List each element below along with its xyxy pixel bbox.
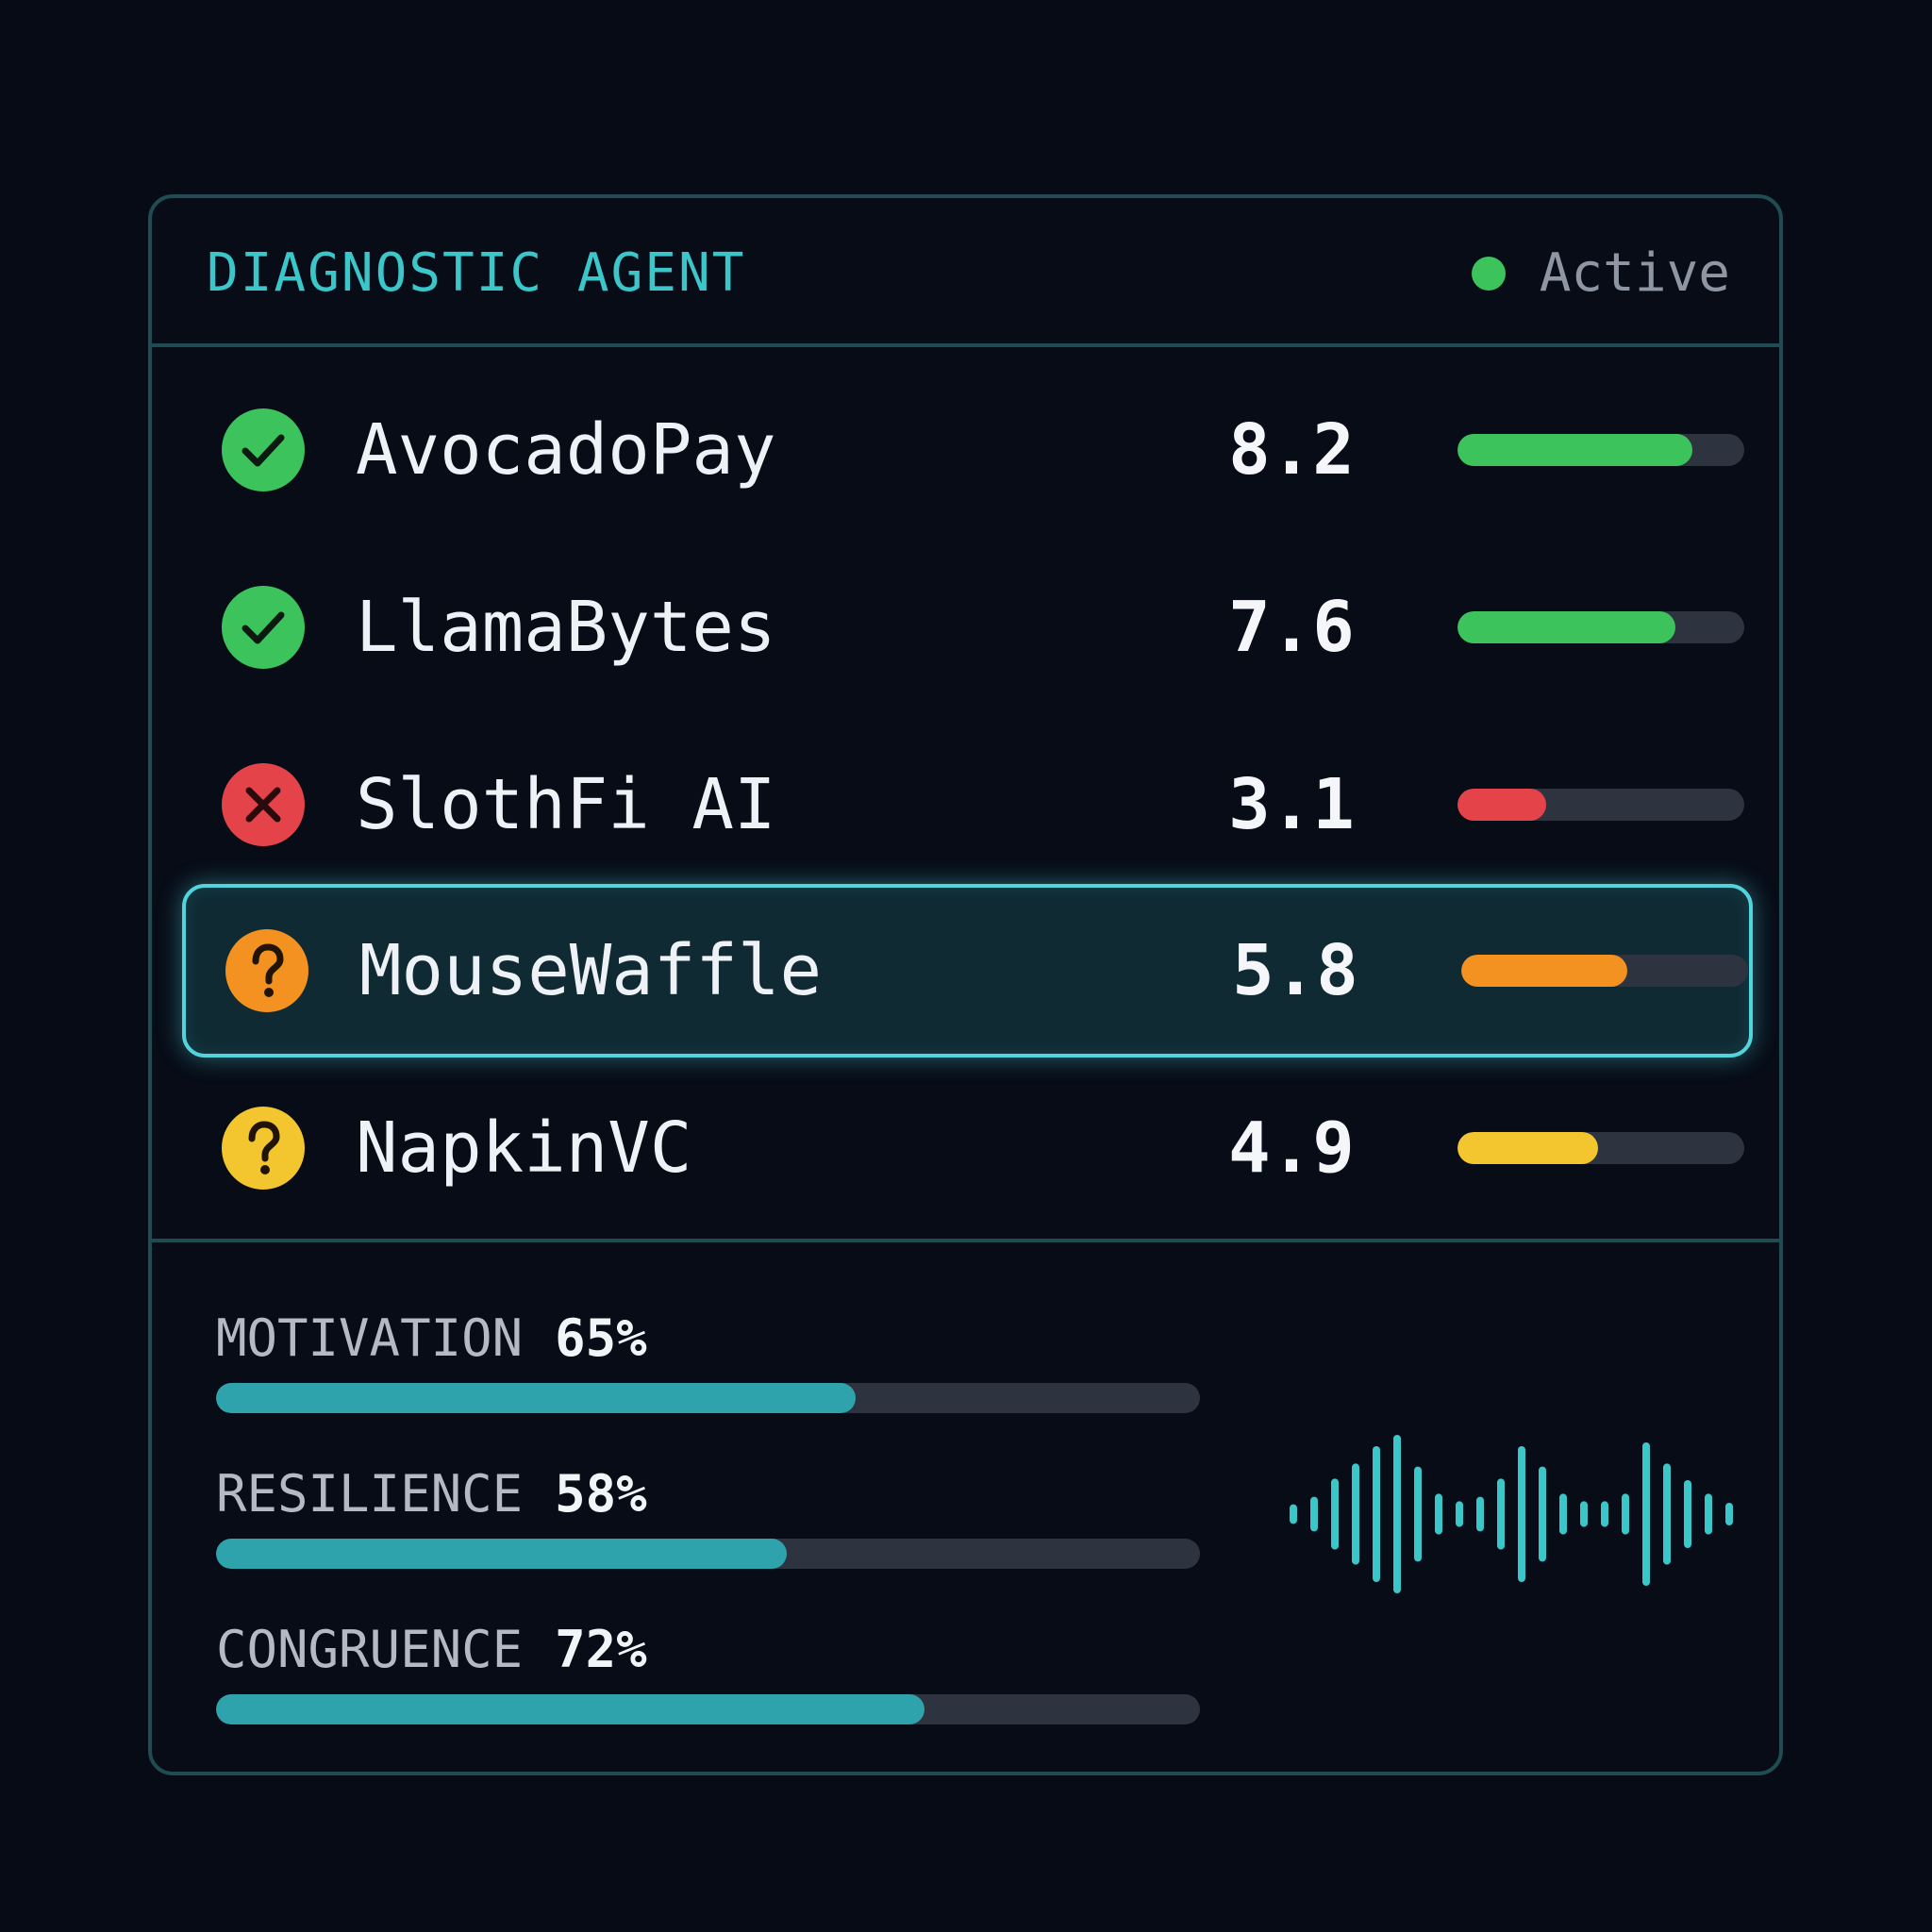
metric-bar-fill	[216, 1539, 787, 1569]
metric-name: MOTIVATION	[216, 1308, 524, 1368]
metric-value: 72%	[555, 1620, 647, 1679]
score-bar-fill	[1457, 611, 1676, 643]
score-bar-fill	[1457, 434, 1693, 466]
agent-name: LlamaBytes	[356, 587, 776, 668]
agent-name: AvocadoPay	[356, 409, 776, 491]
metrics-section	[152, 1239, 1779, 1242]
metric-bar	[216, 1383, 1200, 1413]
agent-score: 8.2	[1228, 409, 1355, 491]
panel-header: DIAGNOSTIC AGENT Active	[152, 198, 1779, 347]
agent-name: SlothFi AI	[356, 764, 776, 845]
agent-score: 5.8	[1232, 930, 1358, 1011]
score-bar-fill	[1457, 789, 1547, 821]
score-bar-fill	[1461, 955, 1628, 987]
metric-motivation: MOTIVATION 65%	[216, 1309, 1200, 1413]
status-label: Active	[1539, 242, 1730, 304]
agent-row-avocadopay[interactable]: AvocadoPay 8.2	[182, 363, 1753, 537]
metric-name: CONGRUENCE	[216, 1620, 524, 1679]
score-bar	[1457, 611, 1744, 643]
metric-bar-fill	[216, 1383, 856, 1413]
metric-label: MOTIVATION 65%	[216, 1309, 647, 1368]
agent-name: MouseWaffle	[359, 930, 823, 1011]
agent-name: NapkinVC	[356, 1108, 692, 1189]
metric-congruence: CONGRUENCE 72%	[216, 1621, 1200, 1724]
metric-bar-fill	[216, 1694, 924, 1724]
agent-row-slothfi-ai[interactable]: SlothFi AI 3.1	[182, 718, 1753, 891]
agent-row-napkinvc[interactable]: NapkinVC 4.9	[182, 1061, 1753, 1235]
metric-value: 58%	[555, 1464, 647, 1524]
metric-value: 65%	[555, 1308, 647, 1368]
check-circle-icon	[222, 586, 305, 669]
score-bar	[1457, 1132, 1744, 1164]
check-circle-icon	[222, 408, 305, 491]
agent-row-llamabytes[interactable]: LlamaBytes 7.6	[182, 541, 1753, 714]
question-circle-icon	[225, 929, 308, 1012]
metric-bar	[216, 1539, 1200, 1569]
score-bar	[1461, 955, 1748, 987]
score-bar	[1457, 434, 1744, 466]
status-dot-icon	[1471, 257, 1506, 291]
diagnostic-panel: DIAGNOSTIC AGENT Active AvocadoPay 8.2 L…	[148, 194, 1783, 1775]
score-bar-fill	[1457, 1132, 1598, 1164]
metric-bar	[216, 1694, 1200, 1724]
metric-resilience: RESILIENCE 58%	[216, 1465, 1200, 1569]
agent-score: 4.9	[1228, 1108, 1355, 1189]
metric-name: RESILIENCE	[216, 1464, 524, 1524]
status-indicator: Active	[1471, 242, 1730, 304]
panel-title: DIAGNOSTIC AGENT	[207, 242, 746, 304]
audio-waveform-icon	[1290, 1435, 1733, 1593]
score-bar	[1457, 789, 1744, 821]
question-circle-icon	[222, 1107, 305, 1190]
metric-label: RESILIENCE 58%	[216, 1465, 647, 1524]
agent-row-mousewaffle[interactable]: MouseWaffle 5.8	[182, 884, 1753, 1058]
agent-score: 3.1	[1228, 764, 1355, 845]
agent-score: 7.6	[1228, 587, 1355, 668]
x-circle-icon	[222, 763, 305, 846]
metric-label: CONGRUENCE 72%	[216, 1621, 647, 1679]
